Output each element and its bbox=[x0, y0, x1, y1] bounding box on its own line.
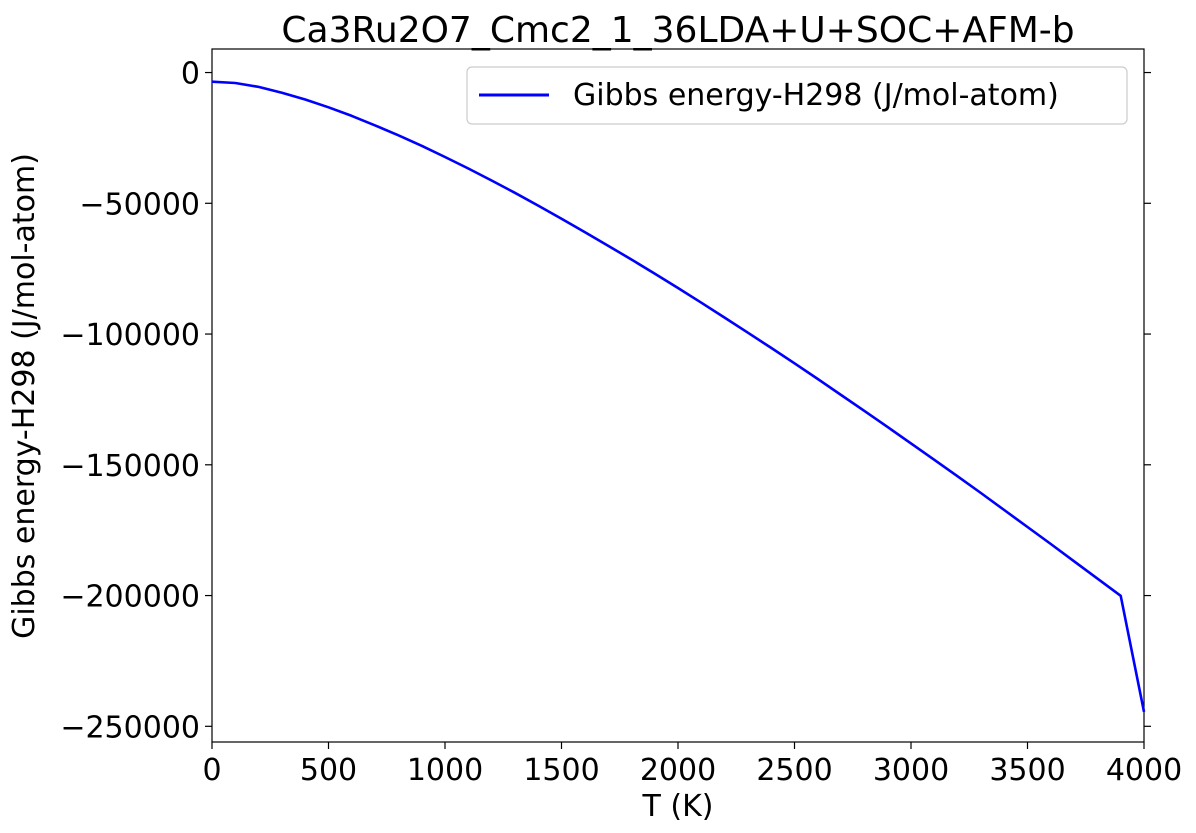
y-axis-title: Gibbs energy-H298 (J/mol-atom) bbox=[7, 153, 42, 639]
y-tick-label: −50000 bbox=[79, 187, 200, 222]
chart-title: Ca3Ru2O7_Cmc2_1_36LDA+U+SOC+AFM-b bbox=[281, 10, 1074, 51]
y-tick-label: −200000 bbox=[60, 580, 200, 615]
y-tick-label: −100000 bbox=[60, 318, 200, 353]
series-line-0 bbox=[211, 80, 1146, 713]
x-tick-label: 3000 bbox=[873, 753, 949, 788]
x-axis-ticks: 0 500 1000 1500 2000 2500 3000 3500 4000 bbox=[202, 742, 1182, 788]
legend-label: Gibbs energy-H298 (J/mol-atom) bbox=[573, 78, 1059, 113]
x-tick-label: 4000 bbox=[1106, 753, 1182, 788]
x-tick-label: 1500 bbox=[523, 753, 599, 788]
x-tick-label: 2000 bbox=[640, 753, 716, 788]
legend-box bbox=[466, 66, 1128, 125]
x-tick-label: 3500 bbox=[989, 753, 1065, 788]
x-tick-label: 0 bbox=[202, 753, 221, 788]
series-layer bbox=[211, 80, 1146, 713]
x-tick-label: 2500 bbox=[756, 753, 832, 788]
plot-area: 0 500 1000 1500 2000 2500 3000 3500 4000 0 −50000… bbox=[60, 48, 1182, 788]
x-axis-title: T (K) bbox=[642, 789, 714, 824]
y-tick-label: −250000 bbox=[60, 710, 200, 745]
plot-frame bbox=[211, 48, 1145, 743]
y-axis-ticks: 0 −50000 −100000 −150000 −200000 −250000 bbox=[60, 57, 1151, 745]
y-tick-label: −150000 bbox=[60, 449, 200, 484]
x-tick-label: 500 bbox=[300, 753, 357, 788]
x-tick-label: 1000 bbox=[407, 753, 483, 788]
y-tick-label: 0 bbox=[181, 57, 200, 92]
legend: Gibbs energy-H298 (J/mol-atom) bbox=[466, 66, 1128, 125]
